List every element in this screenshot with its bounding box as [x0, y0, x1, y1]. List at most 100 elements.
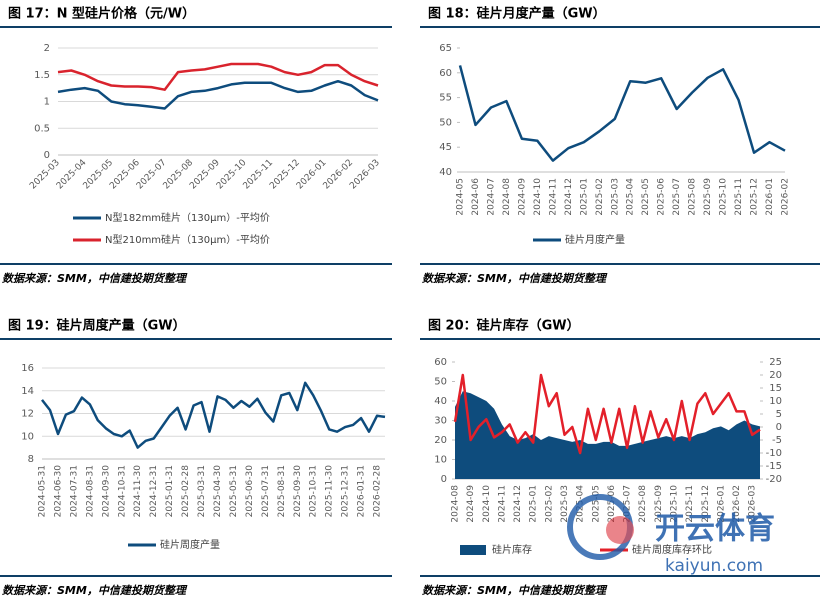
y-tick-label: 8 — [28, 454, 34, 465]
x-tick-label: 2024-12 — [564, 178, 574, 216]
x-tick-label: 2025-10-31 — [309, 465, 319, 517]
x-tick-label: 2025-10 — [669, 485, 679, 523]
x-tick-label: 2025-07 — [672, 178, 682, 216]
x-tick-label: 2024-10 — [533, 178, 543, 216]
x-tick-label: 2024-06 — [471, 178, 481, 216]
legend-label: 硅片周度库存环比 — [632, 543, 712, 556]
y-tick-label: 14 — [21, 386, 34, 397]
series-line — [57, 62, 379, 91]
x-tick-label: 2024-10-31 — [117, 465, 127, 517]
y-tick-label: 2 — [44, 43, 50, 54]
legend-label: N型210mm硅片（130μm）-平均价 — [105, 233, 270, 246]
legend-swatch — [460, 545, 486, 555]
x-tick-label: 2025-05-31 — [229, 465, 239, 517]
legend-label: 硅片周度产量 — [160, 538, 220, 551]
x-tick-label: 2024-05-31 — [38, 465, 48, 517]
y2-tick-label: 15 — [769, 383, 782, 394]
x-tick-label: 2025-06 — [607, 485, 617, 523]
watermark-logo — [567, 494, 634, 560]
x-tick-label: 2024-09-30 — [101, 465, 111, 518]
y2-tick-label: 20 — [769, 370, 782, 381]
x-tick-label: 2025-01-31 — [165, 465, 175, 517]
x-tick-label: 2024-08 — [451, 485, 461, 523]
y2-tick-label: 0 — [776, 422, 782, 433]
series-line — [453, 373, 761, 455]
x-tick-label: 2025-11 — [734, 178, 744, 216]
x-tick-label: 2025-05 — [641, 178, 651, 216]
y-tick-label: 50 — [434, 377, 447, 388]
watermark-name: 开云体育 — [655, 512, 775, 547]
y2-tick-label: 10 — [769, 396, 782, 407]
source-note: 数据来源：SMM，中信建投期货整理 — [422, 272, 608, 285]
source-note: 数据来源：SMM，中信建投期货整理 — [2, 272, 188, 285]
y-tick-label: 40 — [439, 167, 452, 178]
x-tick-label: 2024-06-30 — [53, 465, 63, 518]
y-tick-label: 1.5 — [34, 70, 50, 81]
y2-tick-label: 5 — [776, 409, 782, 420]
chart-title: 图 19：硅片周度产量（GW） — [8, 318, 186, 334]
y-tick-label: 45 — [439, 142, 452, 153]
x-tick-label: 2025-12-31 — [341, 465, 351, 517]
charts: 图 17：N 型硅片价格（元/W） 数据来源：SMM，中信建投期货整理 0 0.5 1 1… — [0, 6, 820, 597]
x-tick-label: 2025-06-30 — [245, 465, 255, 518]
y2-tick-label: -20 — [766, 474, 782, 485]
source-note: 数据来源：SMM，中信建投期货整理 — [2, 584, 188, 597]
chart-title: 图 17：N 型硅片价格（元/W） — [8, 6, 195, 22]
y-tick-label: 10 — [434, 455, 447, 466]
x-tick-label: 2026-01 — [716, 485, 726, 523]
y2-tick-label: -5 — [772, 435, 782, 446]
x-tick-label: 2026-01 — [765, 178, 775, 216]
x-tick-label: 2024-11 — [497, 485, 507, 523]
x-tick-label: 2026-03 — [348, 158, 382, 192]
x-tick-label: 2024-11 — [548, 178, 558, 216]
x-tick-label: 2025-02-28 — [181, 465, 191, 518]
y-tick-label: 65 — [439, 43, 452, 54]
x-tick-label: 2024-12-31 — [149, 465, 159, 517]
y2-tick-label: 25 — [769, 357, 782, 368]
y-tick-label: 50 — [439, 117, 452, 128]
y-tick-label: 40 — [434, 396, 447, 407]
x-tick-label: 2024-09 — [466, 485, 476, 523]
y-tick-label: 60 — [434, 357, 447, 368]
y-tick-label: 20 — [434, 435, 447, 446]
legend-label: N型182mm硅片（130μm）-平均价 — [105, 211, 270, 224]
x-tick-label: 2025-06 — [657, 178, 667, 216]
series-area — [455, 391, 760, 479]
x-tick-label: 2025-02 — [544, 485, 554, 523]
x-tick-label: 2025-08-31 — [277, 465, 287, 517]
x-tick-label: 2026-02 — [732, 485, 742, 523]
x-tick-label: 2024-07-31 — [69, 465, 79, 517]
chart-panel: 图 18：硅片月度产量（GW） 数据来源：SMM，中信建投期货整理 40 45 50 55… — [420, 6, 820, 285]
x-tick-label: 2025-03 — [610, 178, 620, 216]
x-tick-label: 2025-07-31 — [261, 465, 271, 517]
x-tick-label: 2024-05 — [456, 178, 466, 216]
x-tick-label: 2025-03-31 — [197, 465, 207, 517]
y-tick-label: 30 — [434, 416, 447, 427]
y-tick-label: 1 — [44, 97, 50, 108]
x-tick-label: 2024-09 — [517, 178, 527, 216]
chart-panel: 图 17：N 型硅片价格（元/W） 数据来源：SMM，中信建投期货整理 0 0.5 1 1… — [0, 6, 392, 285]
y2-tick-label: -15 — [766, 461, 782, 472]
x-tick-label: 2025-12 — [701, 485, 711, 523]
y-tick-label: 60 — [439, 68, 452, 79]
y-tick-label: 10 — [21, 431, 34, 442]
x-tick-label: 2024-10 — [482, 485, 492, 523]
x-tick-label: 2026-01-31 — [357, 465, 367, 517]
y-tick-label: 0 — [441, 474, 447, 485]
chart-title: 图 18：硅片月度产量（GW） — [428, 6, 606, 22]
logo-ball — [606, 516, 634, 544]
x-tick-label: 2025-11 — [685, 485, 695, 523]
y-tick-label: 12 — [21, 409, 34, 420]
x-tick-label: 2025-07 — [623, 485, 633, 523]
legend-label: 硅片库存 — [492, 543, 532, 556]
x-tick-label: 2025-04-30 — [213, 465, 223, 518]
x-tick-label: 2024-08 — [502, 178, 512, 216]
x-tick-label: 2026-03 — [748, 485, 758, 523]
legend-label: 硅片月度产量 — [565, 233, 625, 246]
series-line — [57, 79, 379, 110]
x-tick-label: 2025-04 — [626, 178, 636, 216]
x-tick-label: 2025-03 — [560, 485, 570, 523]
y-tick-label: 55 — [439, 93, 452, 104]
series-line — [41, 381, 386, 449]
x-tick-label: 2025-11-30 — [325, 465, 335, 518]
